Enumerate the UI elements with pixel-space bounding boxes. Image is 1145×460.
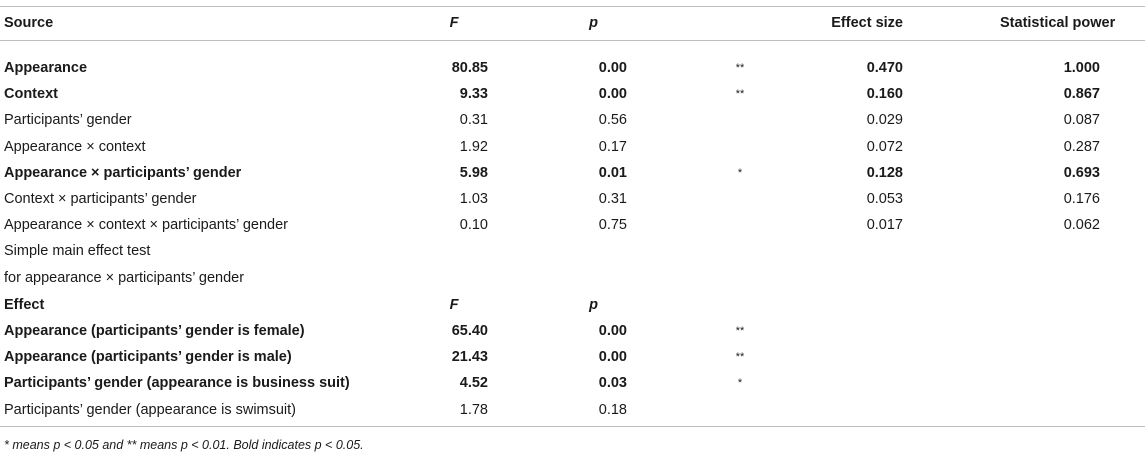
table-bottom-rule xyxy=(0,426,1145,427)
row-source: Appearance × participants’ gender xyxy=(4,165,242,181)
row-p-value: 0.31 xyxy=(598,191,627,207)
table-row: Context 9.33 0.00 ** 0.160 0.867 xyxy=(0,81,1145,107)
table-row: Context × participants’ gender 1.03 0.31 0.… xyxy=(0,186,1145,212)
header-statistical-power: Statistical power xyxy=(1000,15,1116,31)
row-effect-size: 0.470 xyxy=(866,60,903,76)
effect-row-significance xyxy=(720,397,760,423)
row-p-value: 0.17 xyxy=(598,139,627,155)
effect-row-p-value: 0.03 xyxy=(598,375,627,391)
row-effect-size: 0.017 xyxy=(866,217,903,233)
effect-row-significance: ** xyxy=(735,325,745,337)
row-effect-size: 0.029 xyxy=(866,112,903,128)
row-effect-size: 0.160 xyxy=(866,86,903,102)
header-f: F xyxy=(449,15,459,31)
row-f-value: 9.33 xyxy=(459,86,488,102)
table-header-rule xyxy=(0,40,1145,41)
effect-row-f-value: 4.52 xyxy=(459,375,488,391)
effect-row-label: Participants’ gender (appearance is swim… xyxy=(4,402,297,418)
row-statistical-power: 0.087 xyxy=(1063,112,1100,128)
table-row: Appearance × participants’ gender 5.98 0.0… xyxy=(0,160,1145,186)
row-significance xyxy=(720,212,760,238)
header-p: p xyxy=(589,15,598,31)
simple-effect-title-text-1: Simple main effect test xyxy=(4,243,151,259)
row-source: Appearance xyxy=(4,60,88,76)
effect-row: Participants’ gender (appearance is swim… xyxy=(0,397,1145,423)
row-significance xyxy=(720,134,760,160)
row-statistical-power: 0.867 xyxy=(1063,86,1100,102)
row-statistical-power: 0.176 xyxy=(1063,191,1100,207)
row-p-value: 0.75 xyxy=(598,217,627,233)
row-f-value: 0.31 xyxy=(459,112,488,128)
simple-effect-title-line-1: Simple main effect test xyxy=(0,238,1145,264)
effect-row-p-value: 0.18 xyxy=(598,402,627,418)
effect-header-effect: Effect xyxy=(4,297,45,313)
row-significance: * xyxy=(737,167,743,179)
effect-row-label: Appearance (participants’ gender is fema… xyxy=(4,323,305,339)
row-statistical-power: 1.000 xyxy=(1063,60,1100,76)
effect-row: Appearance (participants’ gender is male… xyxy=(0,344,1145,370)
row-source: Context xyxy=(4,86,58,102)
effect-row-significance: ** xyxy=(735,351,745,363)
row-p-value: 0.00 xyxy=(598,60,627,76)
row-statistical-power: 0.287 xyxy=(1063,139,1100,155)
effect-row-significance: * xyxy=(737,377,743,389)
table-top-rule xyxy=(0,6,1145,7)
row-source: Context × participants’ gender xyxy=(4,191,197,207)
header-effect-size: Effect size xyxy=(831,15,903,31)
effect-header-p: p xyxy=(589,297,598,313)
row-statistical-power: 0.693 xyxy=(1063,165,1100,181)
row-source: Appearance × context xyxy=(4,139,146,155)
row-f-value: 80.85 xyxy=(451,60,488,76)
effect-row: Appearance (participants’ gender is fema… xyxy=(0,318,1145,344)
row-effect-size: 0.128 xyxy=(866,165,903,181)
effect-row-label: Appearance (participants’ gender is male… xyxy=(4,349,292,365)
row-f-value: 1.03 xyxy=(459,191,488,207)
effect-row-p-value: 0.00 xyxy=(598,323,627,339)
row-f-value: 1.92 xyxy=(459,139,488,155)
simple-effect-title-text-2: for appearance × participants’ gender xyxy=(4,270,245,286)
row-significance: ** xyxy=(735,62,745,74)
row-effect-size: 0.053 xyxy=(866,191,903,207)
effect-row-f-value: 65.40 xyxy=(451,323,488,339)
effect-header-f: F xyxy=(449,297,459,313)
effect-header-row: Effect F p xyxy=(0,292,1145,318)
effect-row: Participants’ gender (appearance is busi… xyxy=(0,370,1145,396)
effect-row-p-value: 0.00 xyxy=(598,349,627,365)
row-source: Appearance × context × participants’ gen… xyxy=(4,217,289,233)
table-row: Appearance × context 1.92 0.17 0.072 0.287 xyxy=(0,134,1145,160)
simple-effect-title-line-2: for appearance × participants’ gender xyxy=(0,265,1145,291)
row-significance: ** xyxy=(735,88,745,100)
row-f-value: 0.10 xyxy=(459,217,488,233)
row-p-value: 0.00 xyxy=(598,86,627,102)
row-significance xyxy=(720,186,760,212)
table-row: Appearance × context × participants’ gen… xyxy=(0,212,1145,238)
effect-row-f-value: 21.43 xyxy=(451,349,488,365)
row-effect-size: 0.072 xyxy=(866,139,903,155)
effect-row-f-value: 1.78 xyxy=(459,402,488,418)
row-f-value: 5.98 xyxy=(459,165,488,181)
row-p-value: 0.56 xyxy=(598,112,627,128)
row-source: Participants’ gender xyxy=(4,112,132,128)
row-p-value: 0.01 xyxy=(598,165,627,181)
header-source: Source xyxy=(4,15,54,31)
row-significance xyxy=(720,107,760,133)
table-row: Appearance 80.85 0.00 ** 0.470 1.000 xyxy=(0,55,1145,81)
table-header-row: Source F p Effect size Statistical power xyxy=(0,10,1145,36)
effect-row-label: Participants’ gender (appearance is busi… xyxy=(4,375,350,391)
row-statistical-power: 0.062 xyxy=(1063,217,1100,233)
table-footnote: * means p < 0.05 and ** means p < 0.01. … xyxy=(4,438,364,452)
table-row: Participants’ gender 0.31 0.56 0.029 0.087 xyxy=(0,107,1145,133)
